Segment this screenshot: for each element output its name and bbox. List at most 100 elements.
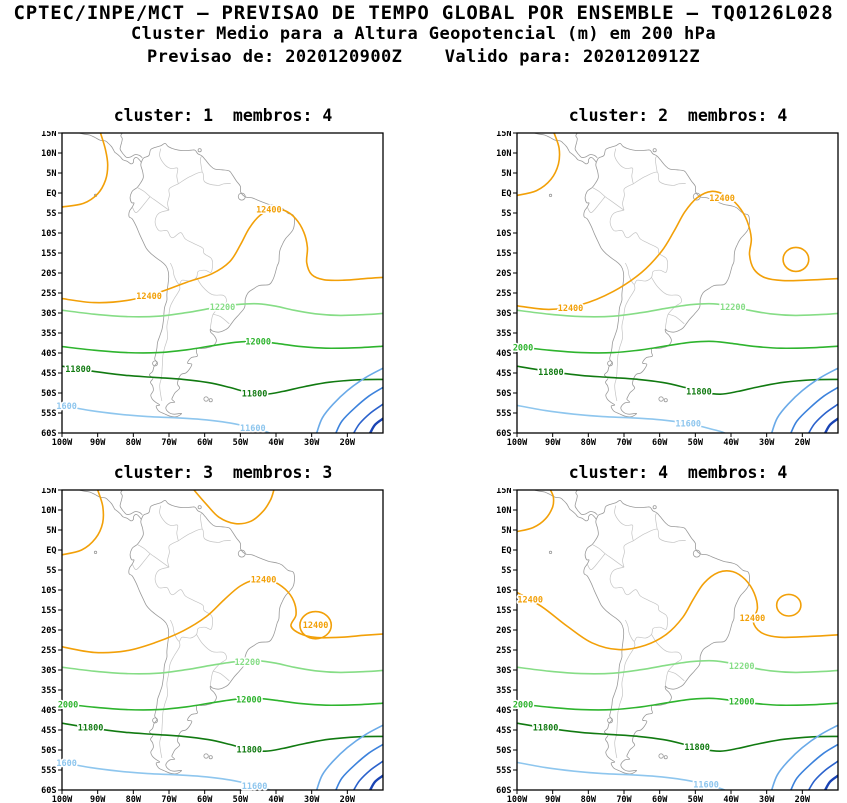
lon-tick-label: 80W bbox=[126, 795, 142, 803]
central-america-coastline bbox=[119, 133, 143, 159]
lat-tick-label: 20S bbox=[496, 269, 511, 279]
island bbox=[607, 717, 613, 724]
lon-tick-label: 70W bbox=[161, 438, 177, 448]
country-border bbox=[622, 540, 634, 568]
lon-tick-label: 40W bbox=[723, 438, 739, 448]
contour-label-12200: 12200 bbox=[720, 303, 746, 313]
contour-12400 bbox=[62, 208, 383, 304]
island bbox=[652, 505, 657, 510]
lat-tick-label: 10N bbox=[41, 149, 56, 159]
contour-11800 bbox=[62, 722, 383, 753]
lat-tick-label: EQ bbox=[46, 189, 56, 199]
contour-12000 bbox=[62, 697, 383, 711]
country-border bbox=[622, 183, 634, 211]
contour-10800 bbox=[369, 417, 383, 433]
lat-tick-label: 35S bbox=[41, 686, 56, 696]
lat-tick-label: 60S bbox=[41, 786, 56, 796]
lat-tick-label: 25S bbox=[41, 646, 56, 656]
lat-tick-label: 35S bbox=[496, 686, 511, 696]
central-america-coastline bbox=[534, 490, 597, 522]
south-america-coastline bbox=[583, 500, 750, 775]
south-america-coastline bbox=[128, 143, 295, 418]
contour-11000 bbox=[808, 760, 838, 790]
map-frame bbox=[61, 132, 384, 434]
lat-tick-label: 30S bbox=[41, 666, 56, 676]
island bbox=[203, 396, 209, 402]
country-border bbox=[614, 284, 636, 402]
lon-tick-label: 30W bbox=[759, 438, 775, 448]
lon-tick-label: 60W bbox=[197, 795, 213, 803]
lon-tick-label: 50W bbox=[688, 795, 704, 803]
country-border bbox=[200, 155, 203, 173]
lat-tick-label: 60S bbox=[496, 429, 511, 439]
lon-tick-label: 40W bbox=[268, 795, 284, 803]
lat-tick-label: 15S bbox=[41, 606, 56, 616]
country-border bbox=[651, 634, 682, 686]
contour-label-11600: 1600 bbox=[56, 759, 76, 769]
contour-12000 bbox=[517, 697, 838, 711]
contour-label-12400: 12400 bbox=[256, 205, 282, 215]
map-cluster-4: 15N 10N 5N EQ 5S 10S 15S 20S 25S 30S 35S 40S 45S 50S 5… bbox=[496, 488, 839, 803]
contour-12200 bbox=[517, 302, 838, 318]
lat-tick-label: 30S bbox=[496, 309, 511, 319]
lat-tick-label: 10N bbox=[496, 506, 511, 516]
contour-11000 bbox=[353, 403, 383, 433]
lon-tick-label: 90W bbox=[545, 438, 561, 448]
country-border bbox=[167, 183, 179, 211]
contour-label-11800: 11800 bbox=[686, 387, 712, 397]
country-border bbox=[131, 196, 151, 213]
island bbox=[197, 148, 202, 153]
contour-label-12400: 12400 bbox=[709, 194, 735, 204]
lat-tick-label: 15S bbox=[41, 249, 56, 259]
contour-label-11800: 11800 bbox=[242, 389, 268, 399]
lat-tick-label: 10N bbox=[41, 506, 56, 516]
contour-11400 bbox=[770, 724, 838, 790]
lon-tick-label: 80W bbox=[581, 438, 597, 448]
lat-tick-label: 25S bbox=[496, 646, 511, 656]
country-border bbox=[154, 566, 213, 642]
country-border bbox=[609, 566, 668, 642]
lon-tick-label: 90W bbox=[545, 795, 561, 803]
country-border bbox=[167, 540, 179, 568]
lon-tick-label: 30W bbox=[304, 795, 320, 803]
country-border bbox=[586, 553, 606, 570]
lat-tick-label: 15N bbox=[496, 131, 511, 139]
lat-tick-label: 25S bbox=[496, 289, 511, 299]
panel-title-cluster-2: cluster: 2 membros: 4 bbox=[568, 106, 788, 125]
lon-tick-label: 30W bbox=[304, 438, 320, 448]
island bbox=[548, 550, 553, 555]
island bbox=[658, 753, 664, 759]
contour-label-11800: 11800 bbox=[533, 724, 559, 734]
contour-11000 bbox=[353, 760, 383, 790]
lon-tick-label: 90W bbox=[90, 438, 106, 448]
map-cluster-3: 15N 10N 5N EQ 5S 10S 15S 20S 25S 30S 35S 40S 45S 50S 5… bbox=[41, 488, 384, 803]
central-america-coastline bbox=[574, 133, 598, 159]
contour-12400 bbox=[782, 246, 810, 273]
panel-cluster-1: cluster: 1 membros: 4 15N 10N 5N EQ 5S 10S 15S… bbox=[30, 102, 386, 449]
contour-label-12200: 12200 bbox=[729, 662, 755, 672]
lat-tick-label: 30S bbox=[41, 309, 56, 319]
contour-label-11600: 11600 bbox=[675, 419, 701, 429]
contour-label-12000: 12000 bbox=[236, 696, 262, 706]
island bbox=[663, 755, 668, 760]
contour-11600 bbox=[517, 404, 726, 433]
map-area bbox=[62, 133, 383, 433]
south-america-coastline bbox=[128, 500, 295, 775]
map-frame bbox=[61, 489, 384, 791]
lon-tick-label: 20W bbox=[795, 438, 811, 448]
lat-tick-label: 50S bbox=[496, 389, 511, 399]
contour-12200 bbox=[62, 302, 383, 318]
lon-tick-label: 40W bbox=[723, 795, 739, 803]
lat-tick-label: 30S bbox=[496, 666, 511, 676]
chart-validity-line: Previsao de: 2020120900Z Valido para: 20… bbox=[146, 47, 700, 67]
contour-10800 bbox=[824, 774, 838, 790]
lat-tick-label: 5N bbox=[501, 169, 511, 179]
lon-tick-label: 70W bbox=[616, 438, 632, 448]
island bbox=[548, 193, 553, 198]
contour-10800 bbox=[824, 417, 838, 433]
lat-tick-label: 60S bbox=[496, 786, 511, 796]
panel-title-cluster-3: cluster: 3 membros: 3 bbox=[113, 463, 333, 482]
map-cluster-1: 15N 10N 5N EQ 5S 10S 15S 20S 25S 30S 35S 40S 45S 50S 5… bbox=[41, 131, 384, 448]
lat-tick-label: 55S bbox=[41, 766, 56, 776]
